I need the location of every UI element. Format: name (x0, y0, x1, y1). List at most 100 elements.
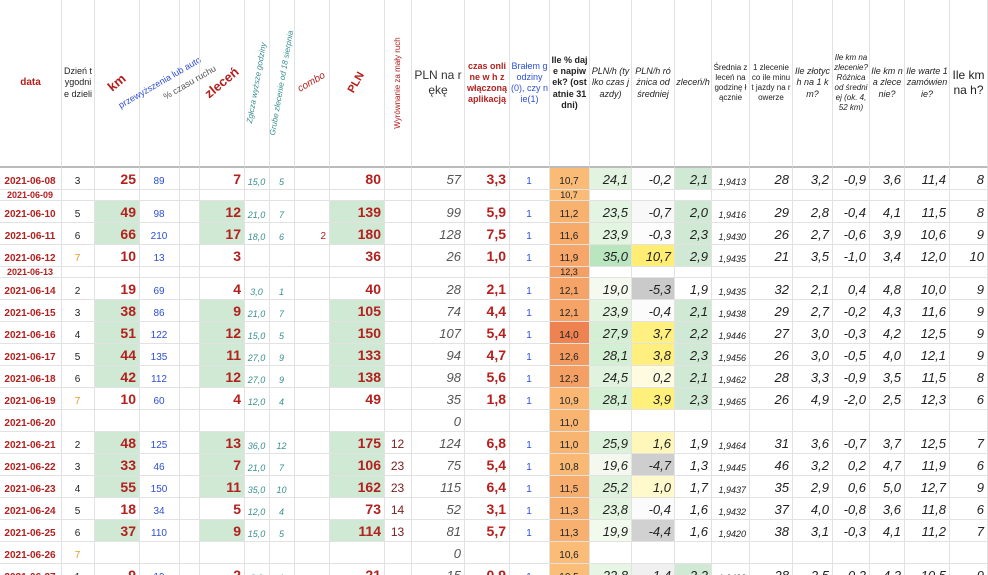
cell: 13 (200, 432, 245, 454)
cell (465, 410, 510, 432)
cell: 10,5 (550, 564, 590, 575)
cell: 2 (62, 278, 95, 300)
cell: 3 (62, 168, 95, 190)
cell (180, 223, 200, 245)
date-cell: 2021-06-25 (0, 520, 62, 542)
date-cell: 2021-06-26 (0, 542, 62, 564)
column-header: PLN/h różnica od średniej (632, 0, 675, 168)
cell (870, 410, 905, 432)
cell: 4,3 (870, 300, 905, 322)
cell: 0 (412, 410, 465, 432)
cell: -0,3 (833, 520, 870, 542)
cell: 12,3 (550, 366, 590, 388)
cell: 52 (412, 498, 465, 520)
cell (950, 410, 988, 432)
cell: 35,0 (590, 245, 632, 267)
cell: 105 (330, 300, 385, 322)
cell (180, 267, 200, 278)
cell (180, 278, 200, 300)
cell: 4 (62, 476, 95, 498)
cell: 2,5 (870, 388, 905, 410)
cell: 4 (270, 498, 295, 520)
cell: 1,9416 (712, 201, 750, 223)
cell (180, 542, 200, 564)
cell (385, 366, 412, 388)
cell: 40 (330, 278, 385, 300)
cell (750, 267, 793, 278)
cell: 1 (270, 564, 295, 575)
cell: 12,0 (245, 498, 270, 520)
cell: 7 (62, 245, 95, 267)
cell: 3,9 (632, 388, 675, 410)
cell: 3,0 (245, 564, 270, 575)
cell: 2,2 (675, 322, 712, 344)
cell: 2,8 (793, 201, 833, 223)
column-header: Średnia zleceń na godzinę łącznie (712, 0, 750, 168)
cell (180, 201, 200, 223)
date-cell: 2021-06-12 (0, 245, 62, 267)
column-header: przewyższenia lub auto (116, 0, 202, 168)
cell (712, 410, 750, 432)
cell: 1,9464 (712, 432, 750, 454)
cell (385, 267, 412, 278)
date-cell: 2021-06-20 (0, 410, 62, 432)
cell: -0,5 (833, 344, 870, 366)
column-header: data (0, 0, 62, 168)
cell: 26 (750, 344, 793, 366)
cell: 11,5 (905, 366, 950, 388)
cell: 1,9446 (712, 322, 750, 344)
column-header: PLN na rękę (412, 0, 465, 168)
cell: 1,9435 (712, 245, 750, 267)
header-text: zleceń/h (676, 77, 710, 88)
cell: 28 (750, 564, 793, 575)
cell: 10 (270, 476, 295, 498)
cell: 4 (62, 322, 95, 344)
cell: 3,4 (870, 245, 905, 267)
cell: -0,4 (833, 201, 870, 223)
cell: -4,7 (632, 454, 675, 476)
cell (793, 190, 833, 201)
cell: 33 (95, 454, 140, 476)
cell: 11,0 (550, 432, 590, 454)
cell: 2,3 (675, 223, 712, 245)
cell (833, 267, 870, 278)
cell: 5 (270, 322, 295, 344)
cell: 5,9 (465, 201, 510, 223)
cell: 5 (62, 344, 95, 366)
cell: -0,2 (833, 300, 870, 322)
cell: 1,9413 (712, 168, 750, 190)
cell: 14 (385, 498, 412, 520)
cell: 5 (200, 498, 245, 520)
cell: 12,5 (905, 432, 950, 454)
cell: 49 (330, 388, 385, 410)
cell (385, 168, 412, 190)
cell: 1,3 (675, 454, 712, 476)
date-cell: 2021-06-19 (0, 388, 62, 410)
date-cell: 2021-06-27 (0, 564, 62, 575)
cell: 28,1 (590, 344, 632, 366)
cell: 1,9420 (712, 520, 750, 542)
cell (95, 267, 140, 278)
cell: 11,9 (905, 454, 950, 476)
cell: 42 (95, 366, 140, 388)
cell: 10,6 (550, 542, 590, 564)
cell: 1,9445 (712, 454, 750, 476)
cell: 35 (750, 476, 793, 498)
cell: 3,5 (870, 366, 905, 388)
cell: -0,2 (632, 168, 675, 190)
cell (950, 190, 988, 201)
cell (180, 300, 200, 322)
cell (465, 267, 510, 278)
cell: 37 (750, 498, 793, 520)
cell (245, 542, 270, 564)
cell: 10 (950, 245, 988, 267)
cell (295, 245, 330, 267)
cell (295, 432, 330, 454)
cell: -0,8 (833, 498, 870, 520)
cell: 2,1 (675, 366, 712, 388)
date-cell: 2021-06-16 (0, 322, 62, 344)
column-header: Ile warte 1 zamówienie? (905, 0, 950, 168)
cell: 1 (510, 322, 550, 344)
cell: 1 (510, 278, 550, 300)
cell: 12,1 (550, 278, 590, 300)
